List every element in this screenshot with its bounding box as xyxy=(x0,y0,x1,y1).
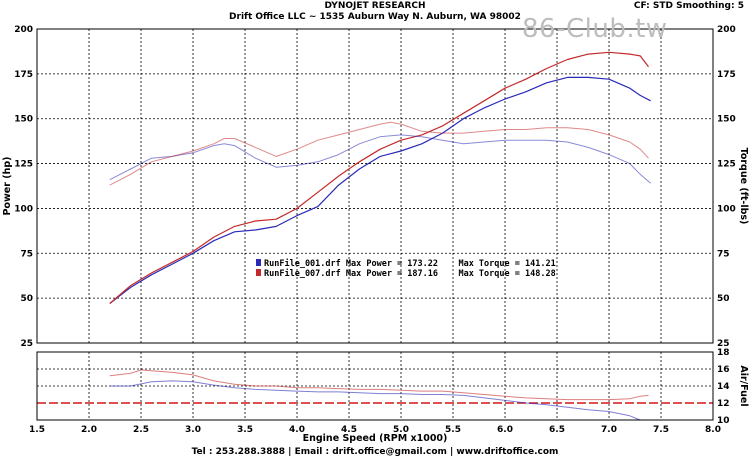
header-title: DYNOJET RESEARCH xyxy=(324,1,426,11)
legend: RunFile_001.drf Max Power = 173.22 Max T… xyxy=(256,258,556,279)
y2-tick-label: 50 xyxy=(717,294,730,304)
x-tick-label: 4.0 xyxy=(289,425,305,435)
y-tick-label: 200 xyxy=(14,25,33,35)
y-tick-label: 75 xyxy=(20,249,33,259)
afr-tick-label: 18 xyxy=(717,348,730,358)
x-tick-label: 6.5 xyxy=(549,425,565,435)
x-tick-label: 1.5 xyxy=(29,425,45,435)
axis-titles: Engine Speed (RPM x1000) Power (hp) Torque… xyxy=(2,148,749,444)
legend-text-run1: RunFile_001.drf Max Power = 173.22 Max T… xyxy=(264,258,556,269)
plot-frames xyxy=(36,28,714,421)
tick-labels: 1.5 2.0 2.5 3.0 3.5 4.0 4.5 5.0 5.5 6.0 6.5 7.0 7.5 8… xyxy=(14,25,736,435)
y2-tick-label: 125 xyxy=(717,160,736,170)
afr-tick-label: 10 xyxy=(717,416,730,426)
run2-power-curve xyxy=(109,51,649,304)
afr-plot-grid xyxy=(37,352,713,420)
x-tick-label: 5.5 xyxy=(445,425,461,435)
x-tick-label: 7.0 xyxy=(601,425,617,435)
afr-tick-label: 16 xyxy=(717,365,730,375)
run1-torque-curve xyxy=(109,134,651,184)
x-tick-label: 2.0 xyxy=(81,425,97,435)
afr-plot-frame xyxy=(36,351,714,421)
y2-tick-label: 25 xyxy=(717,339,730,349)
x-axis-title: Engine Speed (RPM x1000) xyxy=(303,433,448,444)
x-tick-label: 4.5 xyxy=(341,425,357,435)
legend-swatch-run1 xyxy=(256,259,261,266)
x-tick-label: 3.5 xyxy=(237,425,253,435)
y-tick-label: 100 xyxy=(14,204,33,214)
x-tick-label: 7.5 xyxy=(653,425,669,435)
run1-afr-curve xyxy=(109,380,641,421)
afr-axis-title: Air/Fuel xyxy=(738,365,749,406)
y-tick-label: 50 xyxy=(20,294,33,304)
afr-tick-label: 14 xyxy=(717,382,730,392)
y-tick-label: 175 xyxy=(14,70,33,80)
x-tick-label: 6.0 xyxy=(497,425,513,435)
y-axis-title: Power (hp) xyxy=(2,157,13,216)
y-tick-label: 150 xyxy=(14,115,33,125)
run2-afr-curve xyxy=(109,369,649,401)
settings-info: CF: STD Smoothing: 5 xyxy=(633,1,744,11)
afr-tick-label: 12 xyxy=(717,399,730,409)
x-tick-label: 2.5 xyxy=(133,425,149,435)
y2-tick-label: 175 xyxy=(717,70,736,80)
legend-swatch-run2 xyxy=(256,269,261,276)
legend-text-run2: RunFile_007.drf Max Power = 187.16 Max T… xyxy=(264,268,556,279)
y2-tick-label: 100 xyxy=(717,204,736,214)
y-tick-label: 125 xyxy=(14,160,33,170)
y-tick-label: 25 xyxy=(20,339,33,349)
x-tick-label: 5.0 xyxy=(393,425,409,435)
run2-torque-curve xyxy=(109,121,649,186)
y2-tick-label: 200 xyxy=(717,25,736,35)
header-subtitle: Drift Office LLC ~ 1535 Auburn Way N. Au… xyxy=(229,12,521,22)
y2-tick-label: 75 xyxy=(717,249,730,259)
y2-axis-title: Torque (ft-lbs) xyxy=(738,148,749,225)
curves xyxy=(109,51,651,421)
y2-tick-label: 150 xyxy=(717,115,736,125)
watermark: 86-Club.tw xyxy=(522,14,668,44)
footer-contact: Tel : 253.288.3888 | Email : drift.offic… xyxy=(191,447,559,457)
x-tick-label: 8.0 xyxy=(705,425,721,435)
run1-power-curve xyxy=(109,76,651,304)
main-plot-grid xyxy=(37,29,713,343)
main-plot-frame xyxy=(36,28,714,344)
x-tick-label: 3.0 xyxy=(185,425,201,435)
